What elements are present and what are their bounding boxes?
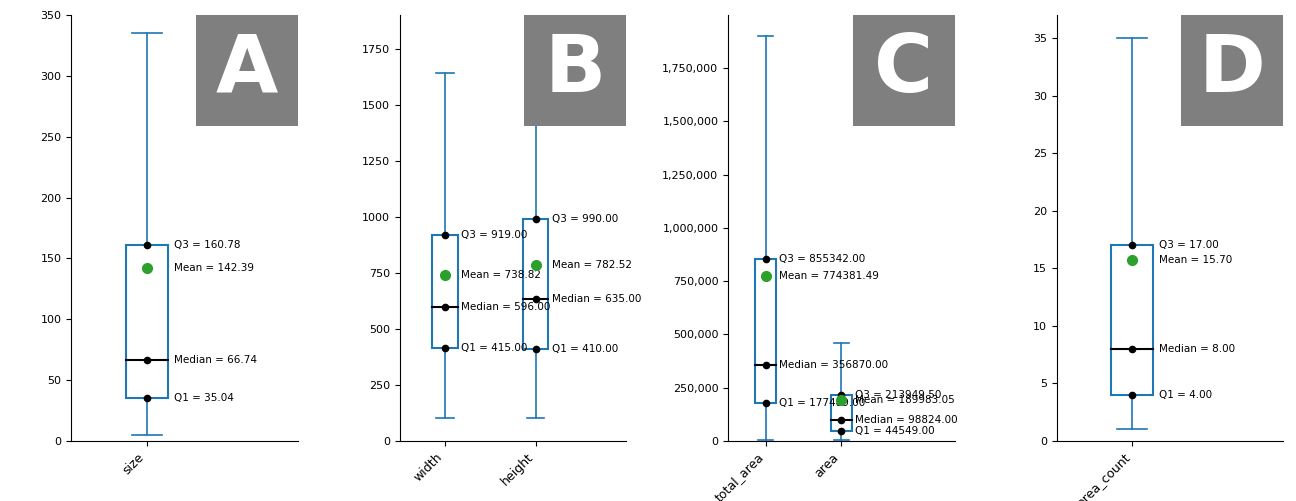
Text: Q3 = 919.00: Q3 = 919.00 — [461, 230, 527, 240]
Text: Q3 = 160.78: Q3 = 160.78 — [174, 240, 241, 250]
Bar — [126, 245, 168, 398]
Text: Mean = 782.52: Mean = 782.52 — [552, 261, 632, 271]
Text: Q3 = 17.00: Q3 = 17.00 — [1159, 240, 1220, 250]
Bar — [1181, 15, 1283, 126]
Text: D: D — [1199, 32, 1265, 109]
Text: Q1 = 4.00: Q1 = 4.00 — [1159, 390, 1212, 400]
Text: Mean = 142.39: Mean = 142.39 — [174, 263, 254, 273]
Text: Mean = 774381.49: Mean = 774381.49 — [779, 271, 880, 281]
Text: Mean = 15.70: Mean = 15.70 — [1159, 255, 1232, 265]
Bar — [1111, 245, 1153, 395]
Bar — [196, 15, 298, 126]
Text: B: B — [544, 32, 605, 109]
Text: Mean = 738.82: Mean = 738.82 — [461, 270, 542, 280]
Text: Median = 356870.00: Median = 356870.00 — [779, 360, 889, 370]
Text: Q3 = 213949.50: Q3 = 213949.50 — [855, 390, 941, 400]
Bar — [522, 219, 548, 349]
Text: Q3 = 855342.00: Q3 = 855342.00 — [779, 254, 866, 264]
Bar — [525, 15, 626, 126]
Text: Q1 = 410.00: Q1 = 410.00 — [552, 344, 618, 354]
Text: Q1 = 35.04: Q1 = 35.04 — [174, 393, 233, 403]
Text: Median = 66.74: Median = 66.74 — [174, 355, 257, 365]
Bar — [433, 235, 457, 348]
Text: Median = 596.00: Median = 596.00 — [461, 302, 551, 312]
Bar — [756, 259, 776, 403]
Text: Q1 = 177489.00: Q1 = 177489.00 — [779, 398, 866, 408]
Bar — [831, 395, 851, 431]
Bar — [853, 15, 955, 126]
Text: Median = 635.00: Median = 635.00 — [552, 294, 642, 304]
Text: Median = 98824.00: Median = 98824.00 — [855, 415, 958, 425]
Text: Q3 = 990.00: Q3 = 990.00 — [552, 214, 618, 224]
Text: Mean = 189983.05: Mean = 189983.05 — [855, 395, 955, 405]
Text: Q1 = 44549.00: Q1 = 44549.00 — [855, 426, 934, 436]
Text: Q1 = 415.00: Q1 = 415.00 — [461, 343, 527, 353]
Text: C: C — [874, 32, 933, 109]
Text: A: A — [215, 32, 277, 109]
Text: Median = 8.00: Median = 8.00 — [1159, 344, 1235, 354]
